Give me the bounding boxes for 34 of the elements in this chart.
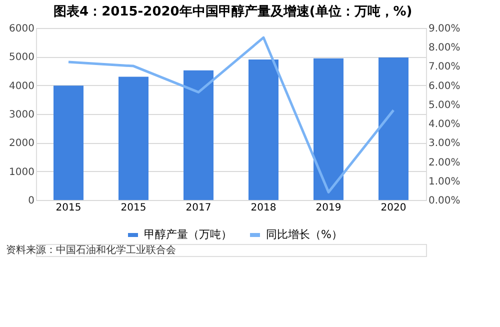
y2-tick-label: 4.00% (428, 119, 460, 130)
x-tick-label: 2018 (250, 202, 276, 214)
y2-tick-label: 8.00% (428, 42, 460, 54)
legend-label: 同比增长（%） (266, 228, 342, 241)
y2-tick-label: 7.00% (428, 62, 460, 73)
y-tick-label: 6000 (9, 24, 34, 34)
bar (378, 58, 408, 200)
y-tick-label: 1000 (9, 166, 34, 178)
chart-title: 图表4：2015-2020年中国甲醇产量及增速(单位：万吨，%) (54, 4, 412, 20)
x-tick-label: 2017 (186, 202, 212, 214)
y-tick-label: 0 (28, 196, 34, 206)
y-tick-label: 3000 (9, 110, 34, 120)
y2-tick-label: 9.00% (428, 24, 460, 34)
bar (184, 70, 214, 200)
line-series (67, 36, 395, 194)
y-tick-label: 5000 (9, 52, 34, 64)
legend-label: 甲醇产量（万吨） (144, 228, 232, 241)
y2-tick-label: 6.00% (428, 80, 460, 92)
x-tick-label: 2015 (120, 202, 146, 214)
x-tick-label: 2020 (380, 202, 406, 214)
y2-tick-label: 3.00% (428, 138, 460, 150)
y-tick-label: 2000 (9, 138, 34, 150)
y2-tick-label: 2.00% (428, 157, 460, 168)
y2-tick-label: 0.00% (428, 196, 460, 206)
text: 资料来源：中国石油和化学工业联合会 (6, 244, 176, 256)
bar (118, 76, 148, 200)
y2-tick-label: 5.00% (428, 100, 460, 111)
y-tick-label: 4000 (9, 80, 34, 92)
y2-tick-label: 1.00% (428, 176, 460, 188)
bar (248, 60, 278, 200)
bar (54, 86, 84, 200)
x-tick-label: 2019 (316, 202, 342, 214)
bar (314, 58, 344, 200)
x-tick-label: 2015 (56, 202, 82, 214)
